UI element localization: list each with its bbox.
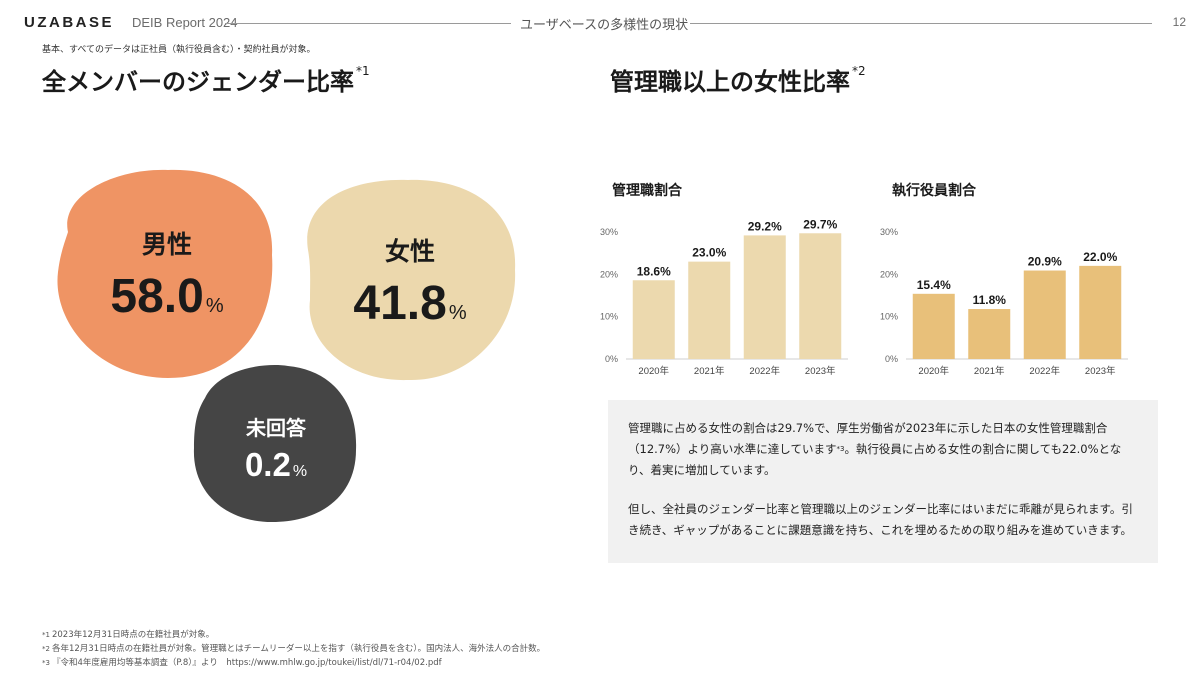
manager-data-label: 18.6%	[637, 264, 671, 278]
footnote-1: *1 2023年12月31日時点の在籍社員が対象。	[42, 628, 545, 642]
executive-data-label: 15.4%	[917, 278, 951, 292]
analysis-p1-text-b: 。執行役員に占める女性の割合に関しても22.0%となり、着実に増加しています。	[628, 442, 1122, 477]
unanswered-ratio: 未回答 0.2%	[196, 378, 356, 518]
manager-ytick-label: 0%	[605, 354, 618, 364]
female-label: 女性	[384, 236, 435, 266]
executive-data-label: 11.8%	[973, 293, 1007, 307]
manager-ytick-label: 20%	[600, 269, 618, 279]
analysis-paragraph-2: 但し、全社員のジェンダー比率と管理職以上のジェンダー比率にはいまだに乖離が見られ…	[628, 502, 1133, 537]
manager-bar	[743, 235, 786, 359]
unanswered-label: 未回答	[246, 416, 306, 441]
gender-ratio-heading: 全メンバーのジェンダー比率 *1	[42, 62, 370, 97]
manager-data-label: 29.2%	[748, 219, 782, 233]
executive-ytick-label: 0%	[885, 354, 898, 364]
executive-bar	[1023, 270, 1066, 359]
male-value-unit: %	[205, 295, 224, 318]
manager-bar	[632, 280, 675, 359]
report-title: DEIB Report 2024	[132, 15, 238, 30]
footnote-1-text: 2023年12月31日時点の在籍社員が対象。	[51, 630, 215, 640]
manager-ytick-label: 30%	[600, 227, 618, 237]
executive-chart-plot: 0% 10% 20% 30% 15.4% 2020年 11.8% 2021年 20.9% 2022…	[880, 227, 1128, 377]
footnote-3: *3 『令和4年度雇用均等基本調査（P.8）』より https://www.mhl…	[42, 656, 545, 670]
male-label: 男性	[141, 230, 192, 260]
manager-chart-plot: 0% 10% 20% 30% 18.6% 2020年 23.0% 2021年 29.2% 2022…	[600, 217, 848, 377]
footnote-1-mark: *1	[42, 631, 50, 639]
gender-blobs-graphic	[57, 169, 516, 522]
female-manager-heading: 管理職以上の女性比率 *2	[610, 62, 866, 97]
manager-bar	[688, 261, 731, 359]
gender-ratio-title: 全メンバーのジェンダー比率	[42, 68, 354, 96]
executive-bar	[912, 293, 955, 359]
analysis-box: 管理職に占める女性の割合は29.7%で、厚生労働省が2023年に示した日本の女性…	[608, 400, 1158, 563]
unanswered-value-number: 0.2	[244, 446, 291, 484]
executive-ytick-label: 30%	[880, 227, 898, 237]
executive-xtick-label: 2021年	[974, 365, 1005, 377]
brand-logo: UZABASE	[24, 14, 115, 31]
female-manager-title: 管理職以上の女性比率	[610, 68, 850, 96]
manager-xtick-label: 2021年	[694, 365, 725, 377]
female-value-unit: %	[448, 301, 467, 324]
footnote-2-text: 各年12月31日時点の在籍社員が対象。管理職とはチームリーダー以上を指す（執行役…	[51, 644, 546, 654]
footnote-ref-2: *2	[852, 64, 866, 78]
manager-xtick-label: 2020年	[638, 365, 669, 377]
manager-data-label: 29.7%	[803, 217, 837, 231]
footnotes: *1 2023年12月31日時点の在籍社員が対象。 *2 各年12月31日時点の在籍…	[42, 628, 545, 670]
footnote-2: *2 各年12月31日時点の在籍社員が対象。管理職とはチームリーダー以上を指す（執…	[42, 642, 545, 656]
executive-xtick-label: 2023年	[1085, 365, 1116, 377]
analysis-paragraph-1: 管理職に占める女性の割合は29.7%で、厚生労働省が2023年に示した日本の女性…	[628, 418, 1138, 481]
footnote-2-mark: *2	[42, 645, 50, 653]
header-divider-left	[225, 23, 511, 24]
page-number: 12	[1172, 15, 1186, 29]
manager-chart-title: 管理職割合	[612, 183, 682, 199]
manager-ratio-chart: 管理職割合 0% 10% 20% 30% 18.6% 2020年 23.0% 2021年 29.…	[600, 180, 848, 377]
footnote-3-text: 『令和4年度雇用均等基本調査（P.8）』より https://www.mhlw.…	[51, 658, 442, 668]
footnote-ref-1: *1	[356, 64, 370, 78]
unanswered-blob-shape	[193, 365, 357, 522]
footnote-3-mark: *3	[42, 659, 50, 667]
male-value: 58.0%	[110, 270, 224, 324]
data-scope-note: 基本、すべてのデータは正社員（執行役員含む）・契約社員が対象。	[42, 45, 316, 55]
female-ratio: 女性 41.8%	[305, 182, 515, 380]
manager-bar	[799, 233, 842, 359]
manager-xtick-label: 2022年	[749, 365, 780, 377]
female-blob-shape	[307, 179, 516, 381]
unanswered-value-unit: %	[292, 463, 308, 481]
footnote-ref-3: *3	[836, 445, 845, 453]
executive-ytick-label: 20%	[880, 269, 898, 279]
header-divider-right	[690, 23, 1152, 24]
female-value: 41.8%	[353, 276, 467, 331]
executive-chart-title: 執行役員割合	[892, 183, 976, 199]
female-value-number: 41.8	[353, 276, 447, 330]
unanswered-value: 0.2%	[245, 447, 307, 483]
executive-data-label: 22.0%	[1083, 250, 1117, 264]
male-value-number: 58.0	[110, 270, 204, 324]
executive-xtick-label: 2020年	[918, 365, 949, 377]
executive-bar	[1079, 265, 1122, 359]
executive-bar	[968, 309, 1011, 359]
male-blob-shape	[57, 169, 273, 378]
executive-xtick-label: 2022年	[1029, 365, 1060, 377]
section-title: ユーザベースの多様性の現状	[520, 18, 689, 33]
manager-ytick-label: 10%	[600, 312, 618, 322]
executive-ratio-chart: 執行役員割合 0% 10% 20% 30% 15.4% 2020年 11.8% 2021年 20…	[880, 180, 1128, 377]
executive-data-label: 20.9%	[1028, 255, 1062, 269]
analysis-p1-text-a: 管理職に占める女性の割合は29.7%で、厚生労働省が2023年に示した日本の女性…	[628, 421, 1108, 456]
manager-xtick-label: 2023年	[805, 365, 836, 377]
manager-data-label: 23.0%	[692, 246, 726, 260]
executive-ytick-label: 10%	[880, 312, 898, 322]
male-ratio: 男性 58.0%	[62, 172, 272, 377]
